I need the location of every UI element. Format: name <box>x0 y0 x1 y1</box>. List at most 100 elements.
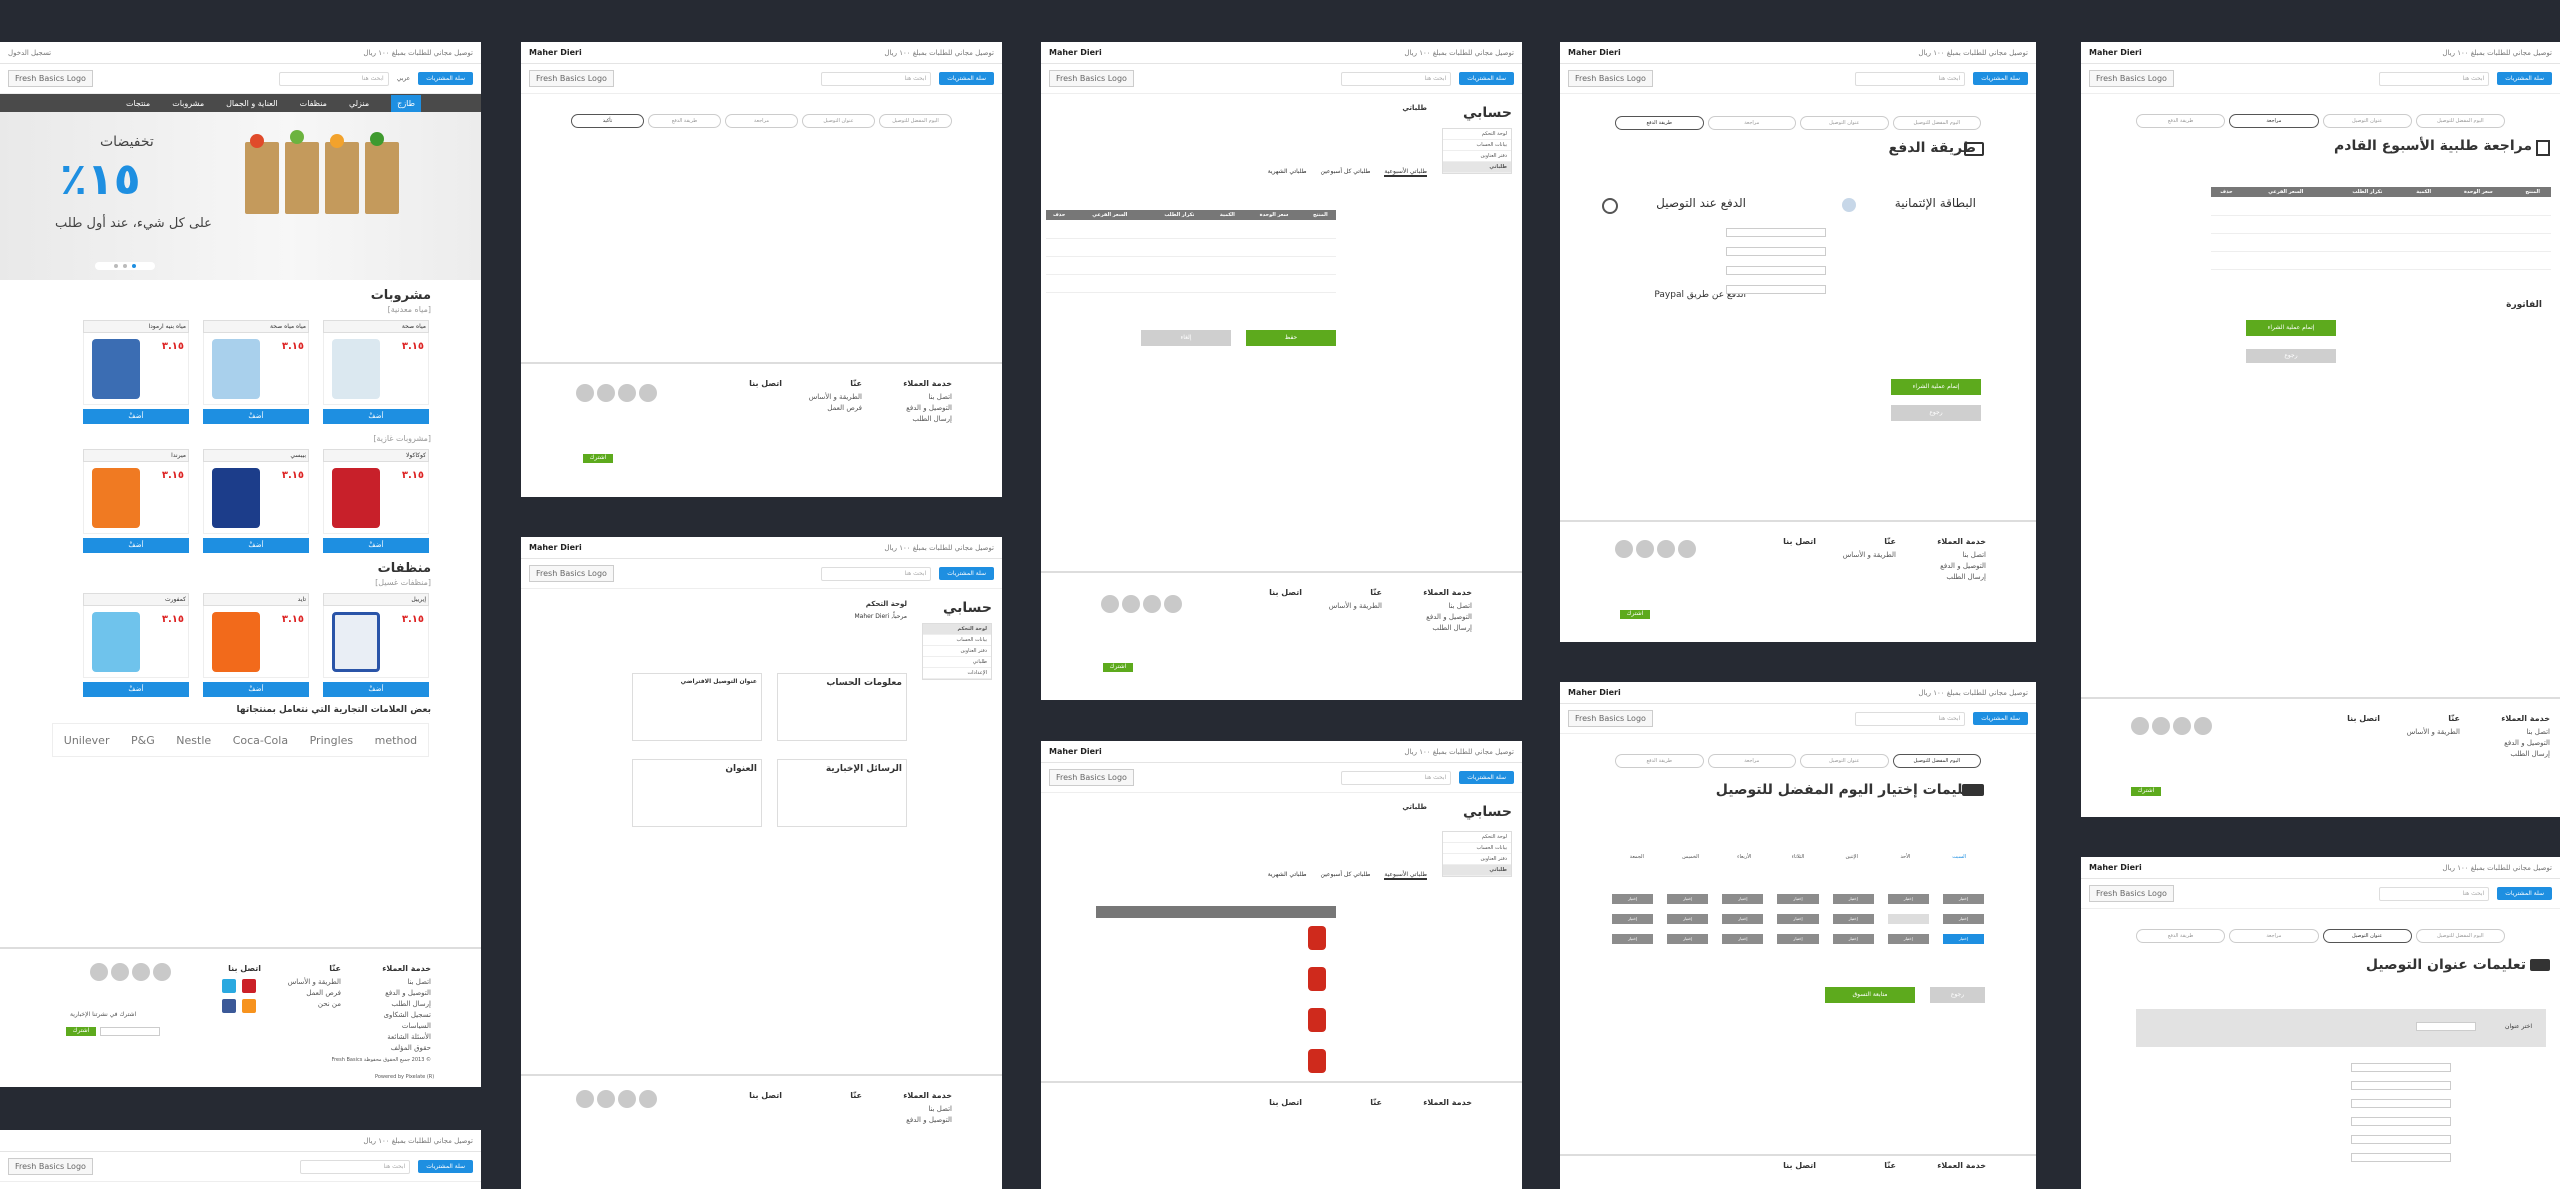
back-button[interactable]: رجوع <box>2246 349 2336 363</box>
site-logo[interactable]: Fresh Basics Logo <box>8 1158 93 1175</box>
nav-item[interactable]: منزلي <box>348 98 370 108</box>
day-slot-button[interactable]: إختيار <box>1887 934 1929 944</box>
search-input[interactable]: ابحث هنا <box>1341 71 1452 86</box>
step[interactable]: عنوان التوصيل <box>1800 754 1889 768</box>
subscribe-button[interactable]: اشترك <box>1620 610 1650 619</box>
footer-link[interactable]: التوصيل و الدفع <box>1940 562 1986 570</box>
footer-link[interactable]: إرسال الطلب <box>1432 624 1472 632</box>
account-menu-item[interactable]: بيانات الحساب <box>1443 843 1511 854</box>
search-input[interactable]: ابحث هنا <box>2379 886 2490 901</box>
order-tab[interactable]: طلباتي الشهرية <box>1267 168 1307 175</box>
newsletter-input[interactable] <box>100 1027 160 1036</box>
product-card[interactable]: كوكاكولا ٣.١٥ أضفْ <box>323 449 429 553</box>
cart-button[interactable]: سلة المشتريات <box>418 1160 473 1173</box>
day-slot-button[interactable]: إختيار <box>1667 914 1709 924</box>
subscribe-button[interactable]: اشترك <box>1103 663 1133 672</box>
cancel-button[interactable]: إلغاء <box>1141 330 1231 346</box>
credit-card-option[interactable]: البطاقة الإئتمانية <box>1894 196 1976 210</box>
day-slot-button[interactable]: إختيار <box>1667 894 1709 904</box>
account-menu-item[interactable]: لوحة التحكم <box>1443 129 1511 140</box>
footer-link[interactable]: الطريقة و الأساس <box>1328 602 1382 610</box>
step[interactable]: اليوم المفضل للتوصيل <box>2415 929 2505 943</box>
search-input[interactable]: ابحث هنا <box>300 1159 411 1174</box>
footer-link[interactable]: الطريقة و الأساس <box>2406 728 2460 736</box>
day-slot-button[interactable]: إختيار <box>1832 934 1874 944</box>
step[interactable]: طريقة الدفع <box>648 114 721 128</box>
footer-link[interactable]: فرص العمل <box>827 404 862 412</box>
continue-shopping-button[interactable]: متابعة التسوق <box>1825 987 1915 1003</box>
account-menu-item[interactable]: بيانات الحساب <box>1443 140 1511 151</box>
footer-link[interactable]: حقوق المؤلف <box>390 1044 431 1052</box>
day-slot-button[interactable]: إختيار <box>1777 914 1819 924</box>
add-to-cart-button[interactable]: أضفْ <box>203 538 309 553</box>
product-card[interactable]: مياه بنيه ارمودا ٣.١٥ أضفْ <box>83 320 189 424</box>
site-logo[interactable]: Fresh Basics Logo <box>8 70 93 87</box>
hero-banner[interactable]: تخفيضات ١٥٪ على كل شيء، عند أول طلب <box>0 112 481 280</box>
footer-link[interactable]: إرسال الطلب <box>1946 573 1986 581</box>
cart-button[interactable]: سلة المشتريات <box>1973 72 2028 85</box>
cart-button[interactable]: سلة المشتريات <box>939 567 994 580</box>
step[interactable]: مراجعة <box>725 114 798 128</box>
address-field[interactable] <box>2351 1063 2451 1072</box>
add-to-cart-button[interactable]: أضفْ <box>83 409 189 424</box>
product-card[interactable]: تايد ٣.١٥ أضفْ <box>203 593 309 697</box>
day-slot-button[interactable]: إختيار <box>1942 914 1984 924</box>
user-name[interactable]: Maher Dieri <box>1568 688 1621 697</box>
step[interactable]: تأكيد <box>571 114 644 128</box>
address-select[interactable] <box>2416 1022 2476 1031</box>
account-menu-item[interactable]: لوحة التحكم <box>923 624 991 635</box>
brand-logo[interactable]: Nestle <box>176 733 212 747</box>
address-field[interactable] <box>2351 1081 2451 1090</box>
section-subtitle[interactable]: [منظفات غسيل] <box>375 578 431 587</box>
day-slot-button-selected[interactable]: إختيار <box>1942 934 1984 944</box>
footer-link[interactable]: اتصل بنا <box>2526 728 2550 736</box>
product-card[interactable]: ميرندا ٣.١٥ أضفْ <box>83 449 189 553</box>
cod-option[interactable]: الدفع عند التوصيل <box>1656 196 1746 210</box>
day-slot-button[interactable]: إختيار <box>1777 894 1819 904</box>
footer-link[interactable]: إرسال الطلب <box>391 1000 431 1008</box>
subscribe-button[interactable]: اشترك <box>2131 787 2161 796</box>
account-menu-item[interactable]: طلباتي <box>1443 162 1511 173</box>
twitter-icon[interactable] <box>222 979 236 993</box>
nav-item[interactable]: منتجات <box>125 98 151 108</box>
footer-link[interactable]: إرسال الطلب <box>912 415 952 423</box>
footer-link[interactable]: التوصيل و الدفع <box>1426 613 1472 621</box>
account-menu-item[interactable]: دفتر العناوين <box>923 646 991 657</box>
cart-button[interactable]: سلة المشتريات <box>2497 72 2552 85</box>
search-input[interactable]: ابحث هنا <box>1855 71 1966 86</box>
site-logo[interactable]: Fresh Basics Logo <box>529 565 614 582</box>
day-slot-button[interactable]: إختيار <box>1887 894 1929 904</box>
address-field[interactable] <box>2351 1135 2451 1144</box>
step[interactable]: اليوم المفضل للتوصيل <box>879 114 952 128</box>
step[interactable]: اليوم المفضل للتوصيل <box>1892 116 1981 130</box>
cart-button[interactable]: سلة المشتريات <box>1973 712 2028 725</box>
product-card[interactable]: إيرييل ٣.١٥ أضفْ <box>323 593 429 697</box>
rss-icon[interactable] <box>242 999 256 1013</box>
search-input[interactable]: ابحث هنا <box>821 566 932 581</box>
nav-item[interactable]: العناية و الجمال <box>226 98 278 108</box>
add-to-cart-button[interactable]: أضفْ <box>323 538 429 553</box>
footer-link[interactable]: اتصل بنا <box>928 393 952 401</box>
facebook-icon[interactable] <box>222 999 236 1013</box>
step[interactable]: مراجعة <box>1707 754 1796 768</box>
save-button[interactable]: حفظ <box>1246 330 1336 346</box>
day-slot-button[interactable]: إختيار <box>1777 934 1819 944</box>
nav-item[interactable]: مشروبات <box>172 98 205 108</box>
account-menu-item[interactable]: دفتر العناوين <box>1443 151 1511 162</box>
order-tab[interactable]: طلباتي الأسبوعية <box>1384 871 1427 880</box>
brand-logo[interactable]: method <box>374 733 418 747</box>
cart-button[interactable]: سلة المشتريات <box>2497 887 2552 900</box>
add-to-cart-button[interactable]: أضفْ <box>203 682 309 697</box>
footer-link[interactable]: الطريقة و الأساس <box>808 393 862 401</box>
cart-button[interactable]: سلة المشتريات <box>1459 72 1514 85</box>
step[interactable]: عنوان التوصيل <box>1800 116 1889 130</box>
account-menu-item[interactable]: الإعدادات <box>923 668 991 679</box>
step[interactable]: طريقة الدفع <box>2136 114 2226 128</box>
step[interactable]: مراجعة <box>2229 929 2319 943</box>
carousel-dots[interactable] <box>95 262 155 270</box>
user-name[interactable]: Maher Dieri <box>2089 48 2142 57</box>
day-slot-button[interactable]: إختيار <box>1667 934 1709 944</box>
footer-link[interactable]: التوصيل و الدفع <box>2504 739 2550 747</box>
footer-link[interactable]: إرسال الطلب <box>2510 750 2550 758</box>
card-name-input[interactable] <box>1726 247 1826 256</box>
